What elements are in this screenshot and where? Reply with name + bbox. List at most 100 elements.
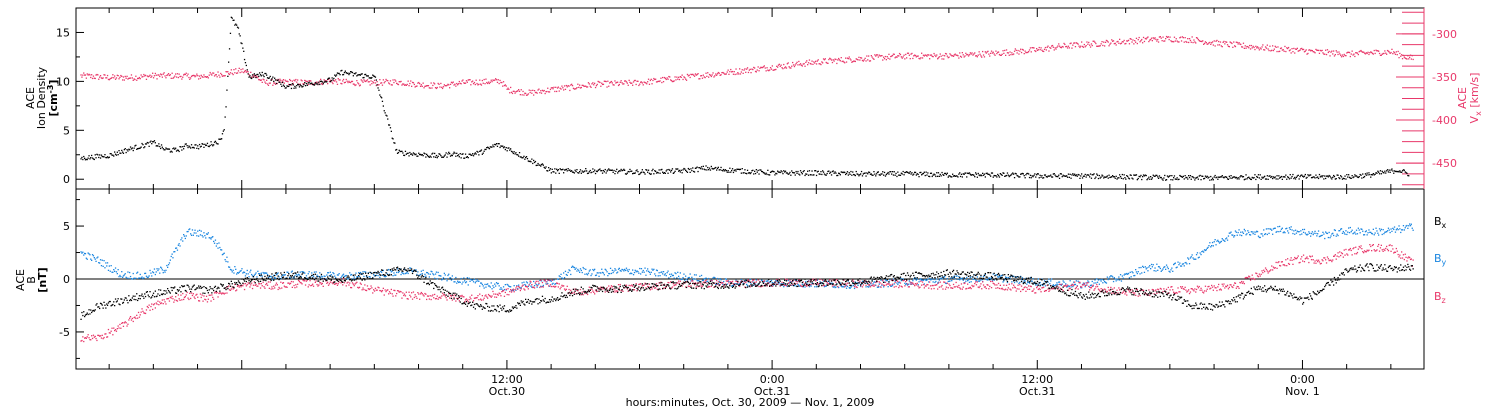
point-density	[265, 72, 267, 75]
point-bz	[290, 280, 293, 283]
point-density	[922, 172, 925, 175]
point-vx	[1049, 46, 1051, 49]
point-vx	[1243, 47, 1245, 49]
point-by	[1309, 232, 1311, 234]
point-vx	[1061, 45, 1063, 48]
point-density	[1345, 178, 1347, 180]
point-vx	[700, 75, 703, 77]
point-density	[226, 89, 228, 91]
point-vx	[1264, 46, 1267, 48]
point-density	[637, 171, 639, 173]
point-by	[1048, 278, 1050, 280]
point-vx	[167, 74, 169, 76]
point-density	[1400, 171, 1402, 173]
point-density	[489, 146, 491, 148]
point-density	[245, 64, 247, 67]
point-by	[599, 272, 601, 274]
point-vx	[824, 58, 826, 60]
point-density	[1066, 176, 1069, 178]
point-density	[447, 153, 449, 155]
point-density	[431, 153, 433, 155]
point-density	[309, 83, 311, 85]
point-by	[1186, 263, 1188, 265]
point-density	[393, 142, 395, 144]
point-vx	[757, 66, 759, 68]
point-vx	[592, 82, 594, 84]
point-density	[1034, 173, 1036, 175]
point-by	[607, 275, 609, 277]
point-density	[645, 169, 647, 171]
point-density	[1307, 174, 1309, 176]
point-by	[1199, 252, 1201, 254]
point-vx	[783, 63, 785, 66]
point-vx	[641, 82, 643, 84]
point-density	[1096, 174, 1099, 176]
point-bz	[110, 330, 112, 332]
point-by	[969, 276, 971, 279]
point-vx	[290, 84, 293, 86]
point-density	[1314, 177, 1316, 179]
point-vx	[639, 83, 641, 85]
point-vx	[914, 54, 917, 57]
point-vx	[512, 90, 514, 92]
point-bz	[198, 300, 200, 302]
point-by	[432, 273, 434, 275]
point-by	[1057, 283, 1059, 286]
point-vx	[342, 80, 344, 82]
point-density	[450, 154, 453, 156]
point-by	[829, 282, 831, 284]
point-by	[320, 277, 322, 279]
point-density	[900, 172, 902, 174]
point-by	[930, 278, 933, 281]
point-bz	[162, 303, 164, 305]
point-by	[468, 277, 470, 279]
point-density	[538, 164, 540, 166]
point-density	[647, 171, 649, 173]
point-vx	[667, 78, 669, 80]
point-vx	[101, 77, 103, 80]
point-vx	[1373, 49, 1375, 52]
point-density	[295, 87, 297, 89]
point-density	[117, 154, 119, 156]
point-bz	[320, 283, 323, 285]
point-by	[1293, 230, 1295, 232]
point-vx	[275, 79, 278, 81]
point-vx	[296, 81, 298, 83]
point-density	[107, 157, 110, 159]
point-density	[1317, 176, 1319, 178]
point-density	[91, 154, 93, 157]
point-vx	[1410, 58, 1412, 60]
point-vx	[1297, 50, 1299, 52]
point-vx	[1161, 40, 1163, 42]
point-vx	[1086, 41, 1088, 43]
point-density	[731, 168, 734, 170]
point-vx	[353, 83, 355, 85]
point-bz	[296, 286, 298, 288]
point-density	[1203, 177, 1206, 180]
point-density	[1125, 178, 1127, 180]
point-by	[1151, 266, 1153, 268]
point-by	[805, 280, 807, 283]
point-vx	[898, 55, 900, 57]
point-vx	[815, 63, 818, 65]
point-density	[534, 160, 537, 163]
point-by	[1226, 239, 1229, 241]
point-density	[177, 149, 179, 151]
point-vx	[123, 79, 125, 81]
point-vx	[943, 58, 945, 60]
point-bz	[102, 338, 104, 340]
point-by	[604, 268, 606, 270]
point-by	[891, 284, 894, 286]
point-density	[626, 172, 628, 174]
point-by	[130, 278, 133, 280]
point-by	[353, 276, 355, 278]
point-vx	[1290, 52, 1292, 54]
point-density	[556, 170, 559, 172]
point-vx	[659, 80, 661, 82]
point-vx	[1019, 50, 1021, 52]
point-vx	[696, 73, 698, 76]
point-density	[98, 156, 100, 159]
point-vx	[266, 79, 268, 81]
point-density	[863, 172, 865, 174]
point-by	[387, 269, 389, 271]
